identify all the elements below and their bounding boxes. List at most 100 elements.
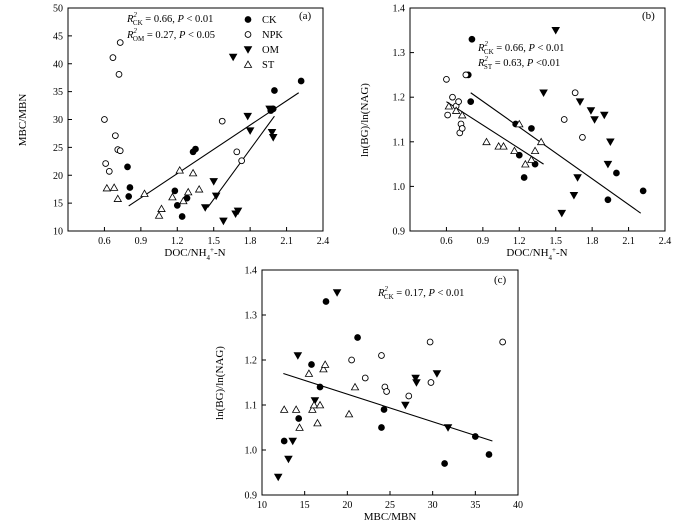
data-point-st: [451, 106, 461, 114]
data-point-st: [183, 187, 193, 196]
y-tick-label: 1.2: [245, 356, 258, 367]
panel-b-annotation-ck: R2 CK = 0.66, P < 0.01: [477, 40, 564, 56]
data-point-st: [279, 405, 289, 413]
legend-label-om: OM: [262, 45, 280, 56]
y-tick-label: 1.3: [393, 48, 406, 59]
x-tick-label: 15: [300, 500, 310, 511]
legend-marker-st: [243, 60, 253, 68]
data-point-st: [514, 119, 524, 128]
panel-c-points: [273, 289, 506, 482]
data-point-om: [268, 134, 278, 142]
data-point-npk: [455, 98, 462, 106]
data-point-ck: [171, 187, 179, 195]
data-point-st: [188, 168, 198, 177]
data-point-st: [536, 137, 546, 146]
data-point-ck: [295, 415, 303, 422]
data-point-ck: [178, 213, 186, 220]
data-point-npk: [105, 167, 113, 175]
data-point-npk: [112, 132, 119, 140]
data-point-om: [443, 424, 453, 432]
panel-b-label: (b): [642, 10, 655, 22]
data-point-npk: [348, 356, 355, 364]
x-tick-label: 1.8: [244, 236, 257, 247]
data-point-om: [245, 127, 255, 135]
data-point-om: [557, 209, 567, 218]
data-point-st: [444, 101, 454, 110]
data-point-npk: [102, 160, 109, 167]
data-point-ck: [520, 174, 528, 181]
data-point-st: [175, 166, 185, 174]
data-point-st: [320, 360, 330, 368]
legend-label-ck: CK: [262, 15, 277, 26]
y-tick-label: 40: [53, 59, 63, 70]
y-tick-label: 0.9: [393, 227, 406, 238]
y-tick-label: 20: [53, 171, 63, 182]
y-tick-label: 1.4: [245, 266, 258, 277]
panel-b-y-axis-title: ln(BG)/ln(NAG): [359, 83, 371, 157]
panel-c-annotation-ck: R2 CK = 0.17, P < 0.01: [377, 285, 464, 301]
legend-marker-npk: [244, 31, 252, 38]
data-point-om: [432, 370, 442, 378]
x-tick-label: 40: [513, 500, 523, 511]
y-tick-label: 10: [53, 227, 63, 238]
y-tick-label: 1.4: [393, 4, 406, 15]
data-point-npk: [109, 54, 117, 61]
data-point-npk: [499, 338, 506, 346]
data-point-om: [209, 178, 219, 186]
panel-b-frame: [409, 7, 666, 232]
data-point-st: [113, 194, 123, 202]
data-point-npk: [560, 116, 568, 123]
data-point-st: [457, 110, 467, 119]
data-point-om: [310, 397, 320, 405]
panel-a-points: [101, 39, 305, 226]
panel-c-x-axis-title: MBC/MBN: [364, 511, 417, 523]
y-tick-label: 1.1: [245, 401, 258, 412]
x-tick-label: 2.1: [622, 236, 635, 247]
data-point-om: [599, 111, 609, 120]
x-tick-label: 30: [428, 500, 438, 511]
data-point-st: [295, 423, 304, 431]
panel-a-grid-ticks: 0.6 0.9 1.2 1.5 1.8 2.1 2.4 10 15 20 25 30 35 40 45 50: [53, 4, 329, 248]
data-point-ck: [471, 433, 479, 440]
x-tick-label: 20: [342, 500, 352, 511]
panel-a-x-axis-title: DOC/NH4+-N: [164, 246, 225, 262]
x-tick-label: 0.9: [477, 236, 490, 247]
data-point-om: [411, 374, 420, 383]
panel-c-label: (c): [494, 274, 507, 286]
data-point-npk: [444, 111, 451, 119]
data-point-om: [267, 129, 277, 137]
y-tick-label: 45: [53, 31, 63, 42]
data-point-ck: [639, 187, 647, 195]
data-point-npk: [579, 133, 586, 141]
panel-b: 0.6 0.9 1.2 1.5 1.8 2.1 2.40.91.01.11.21.31.4 …: [359, 4, 671, 263]
data-point-st: [157, 204, 166, 212]
data-point-om: [228, 53, 238, 62]
data-point-ck: [380, 406, 388, 413]
panel-a-y-axis-title: MBC/MBN: [17, 94, 29, 147]
data-point-ck: [316, 383, 324, 391]
data-point-st: [179, 196, 188, 205]
data-point-om: [284, 455, 293, 464]
data-point-ck: [297, 77, 305, 85]
panel-b-points: [443, 27, 647, 218]
data-point-om: [243, 112, 253, 121]
panel-c: 10 15 20 25 30 35 40 0.9 1.0 1.1 1.2 1.3 1.4 (c) MBC…: [214, 266, 523, 524]
data-point-ck: [125, 193, 133, 200]
data-point-npk: [405, 392, 413, 400]
data-point-st: [315, 400, 325, 409]
data-point-npk: [449, 93, 456, 101]
y-tick-label: 50: [53, 4, 63, 15]
data-point-st: [499, 142, 508, 150]
x-tick-label: 35: [470, 500, 480, 511]
data-point-om: [332, 289, 342, 297]
data-point-om: [288, 437, 298, 446]
data-point-st: [194, 184, 204, 193]
x-tick-label: 2.1: [280, 236, 293, 247]
panel-a: 0.6 0.9 1.2 1.5 1.8 2.1 2.4101520253035404550 …: [17, 4, 329, 263]
data-point-ck: [468, 35, 476, 43]
data-point-om: [539, 89, 548, 97]
data-point-npk: [443, 76, 450, 83]
y-tick-label: 15: [53, 199, 63, 210]
data-point-npk: [116, 147, 124, 155]
data-point-ck: [308, 361, 315, 368]
